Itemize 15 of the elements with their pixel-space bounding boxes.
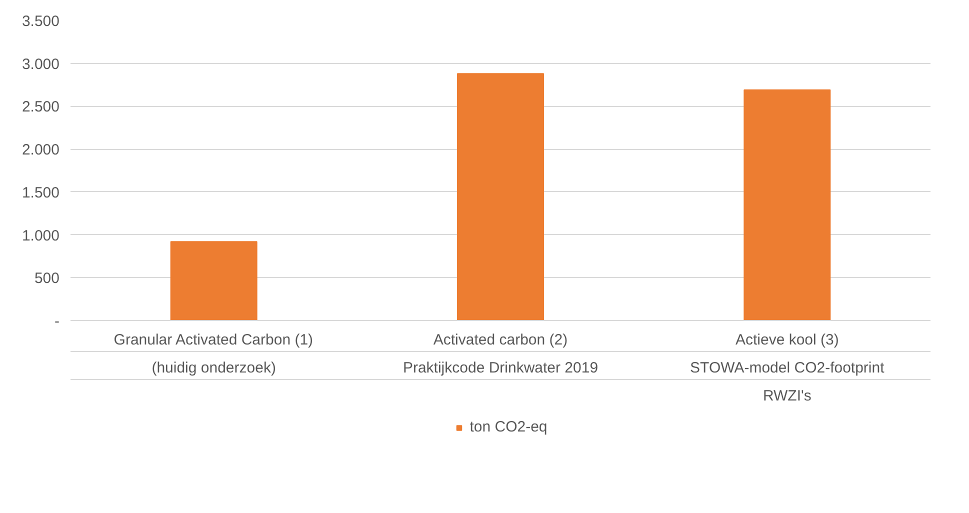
y-tick-label: 3.000 — [22, 56, 60, 73]
legend-label: ton CO2-eq — [470, 418, 548, 436]
category-label: Activated carbon (2) Praktijkcode Drinkwater 2019 — [402, 332, 598, 376]
y-tick-label: 2.500 — [22, 98, 60, 116]
y-tick-label: - — [54, 313, 60, 330]
bar — [170, 241, 258, 320]
y-tick-label: 2.000 — [22, 142, 60, 159]
y-tick-label: 1.500 — [22, 184, 60, 202]
bar — [457, 73, 544, 320]
category-label: Actieve kool (3) STOWA-model CO2-footprint RWZI's — [690, 332, 884, 404]
y-tick-label: 3.500 — [22, 13, 60, 30]
y-tick-label: 1.000 — [22, 227, 60, 244]
bar — [744, 89, 831, 320]
category-label: Granular Activated Carbon (1) (huidig onderzoek) — [114, 332, 314, 376]
y-tick-label: 500 — [34, 270, 60, 288]
